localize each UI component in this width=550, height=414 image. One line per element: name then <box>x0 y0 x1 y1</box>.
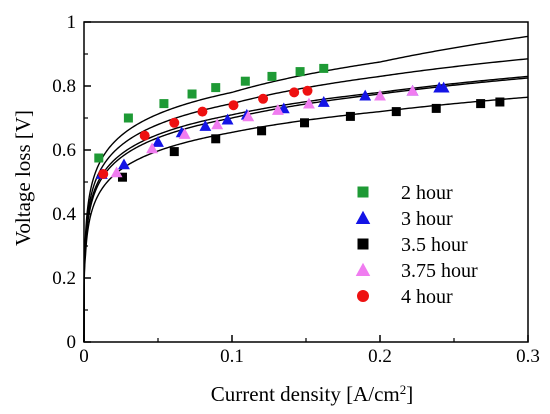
data-point <box>187 89 197 99</box>
data-point <box>359 89 372 101</box>
data-point <box>437 81 450 93</box>
y-tick-label: 1 <box>67 12 77 33</box>
fit-curve <box>83 75 529 343</box>
legend-marker <box>355 210 371 224</box>
data-point <box>258 93 269 104</box>
x-tick-label: 0.1 <box>220 346 244 367</box>
data-point <box>289 87 300 98</box>
data-point <box>221 113 234 125</box>
x-tick-label: 0 <box>79 346 89 367</box>
data-point <box>123 113 133 123</box>
data-point <box>228 100 239 111</box>
data-point <box>300 118 310 128</box>
data-point <box>118 158 130 170</box>
fit-curve <box>83 96 529 343</box>
data-point <box>295 67 305 77</box>
plot-frame <box>83 21 529 343</box>
data-point <box>139 130 150 141</box>
x-axis-title-sup: 2 <box>400 382 407 397</box>
data-point <box>391 107 401 117</box>
data-point <box>374 89 386 101</box>
data-markers <box>94 63 505 182</box>
data-point <box>211 134 221 144</box>
data-point <box>159 99 169 109</box>
fit-curve <box>83 35 529 343</box>
data-point <box>211 118 224 130</box>
legend-marker <box>355 262 371 276</box>
x-tick-label: 0.2 <box>368 346 392 367</box>
y-tick-label: 0.2 <box>52 268 76 289</box>
x-tick-label: 0.3 <box>516 346 540 367</box>
y-axis-title: Voltage loss [V] <box>11 110 35 246</box>
data-point <box>98 169 109 179</box>
data-point <box>211 83 221 93</box>
data-point <box>271 104 284 115</box>
y-tick-label: 0.8 <box>52 76 76 97</box>
legend-label: 2 hour <box>401 182 453 204</box>
data-point <box>178 128 191 139</box>
legend-marker <box>357 290 369 302</box>
data-point <box>110 166 123 178</box>
data-point <box>169 117 180 128</box>
data-point <box>303 97 315 109</box>
data-point <box>169 147 179 157</box>
legend: 2 hour 3 hour 3.5 hour 3.75 hour 4 hour <box>355 182 478 308</box>
y-tick-label: 0 <box>67 332 77 353</box>
y-tick-label: 0.4 <box>52 204 76 225</box>
data-point <box>242 110 255 122</box>
axis-ticks: 0 0.1 0.2 0.3 0 0.2 0.4 0.6 0.8 1 <box>52 12 540 367</box>
data-point <box>431 103 441 113</box>
legend-label: 3 hour <box>401 208 453 230</box>
data-point <box>267 71 277 81</box>
data-point <box>476 99 486 109</box>
data-point <box>495 97 505 107</box>
data-point <box>406 84 419 96</box>
data-point <box>197 106 208 117</box>
data-point <box>257 126 267 136</box>
legend-label: 3.5 hour <box>401 234 468 256</box>
data-point <box>152 136 164 147</box>
data-point <box>117 172 127 182</box>
legend-marker <box>357 186 369 198</box>
data-point <box>240 76 250 86</box>
data-point <box>319 63 329 73</box>
x-axis-title: Current density [A/cm2] <box>211 382 413 407</box>
y-tick-label: 0.6 <box>52 140 76 161</box>
fit-curves <box>83 35 529 343</box>
x-axis-title-main: Current density [A/cm <box>211 382 400 406</box>
data-point <box>317 96 330 107</box>
data-point <box>302 85 313 96</box>
x-axis-title-tail: ] <box>406 382 413 406</box>
data-point <box>146 142 159 154</box>
legend-label: 4 hour <box>401 286 453 308</box>
legend-marker <box>357 238 369 250</box>
data-point <box>199 120 212 131</box>
data-point <box>94 153 104 163</box>
data-point <box>345 111 355 121</box>
legend-label: 3.75 hour <box>401 260 478 282</box>
